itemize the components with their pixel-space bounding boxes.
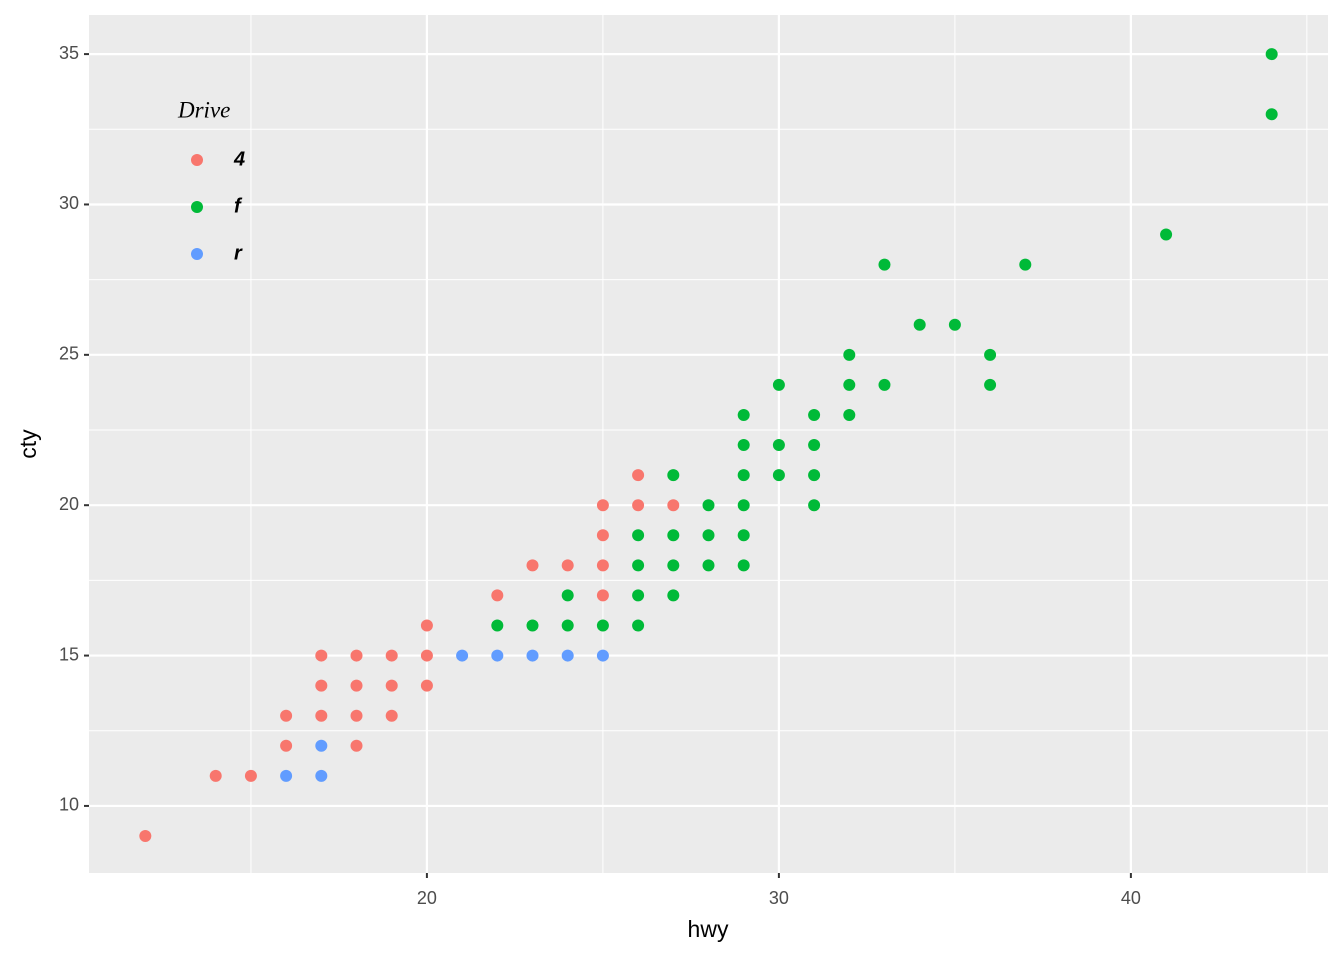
point <box>737 469 750 482</box>
legend-label: r <box>234 242 243 264</box>
point <box>315 769 328 782</box>
point <box>385 679 398 692</box>
y-tick-label: 25 <box>59 344 79 364</box>
point <box>984 348 997 361</box>
point <box>244 769 257 782</box>
point <box>667 589 680 602</box>
legend-key <box>191 201 203 213</box>
point <box>843 408 856 421</box>
point <box>561 559 574 572</box>
legend-label: f <box>234 195 243 217</box>
point <box>526 649 539 662</box>
point <box>561 619 574 632</box>
x-tick-label: 20 <box>417 888 437 908</box>
point <box>456 649 469 662</box>
point <box>526 619 539 632</box>
point <box>878 258 891 271</box>
legend-label: 4 <box>233 148 245 170</box>
point <box>1265 108 1278 121</box>
point <box>737 499 750 512</box>
point <box>420 679 433 692</box>
point <box>350 649 363 662</box>
point <box>350 709 363 722</box>
x-axis-title: hwy <box>688 916 729 942</box>
point <box>596 619 609 632</box>
point <box>772 378 785 391</box>
point <box>667 559 680 572</box>
point <box>139 830 152 843</box>
point <box>420 619 433 632</box>
y-tick-label: 20 <box>59 494 79 514</box>
point <box>420 649 433 662</box>
point <box>808 439 821 452</box>
point <box>843 378 856 391</box>
point <box>491 619 504 632</box>
point <box>702 559 715 572</box>
point <box>772 469 785 482</box>
x-tick-label: 30 <box>769 888 789 908</box>
point <box>315 709 328 722</box>
point <box>632 619 645 632</box>
point <box>315 649 328 662</box>
point <box>737 529 750 542</box>
point <box>948 318 961 331</box>
point <box>667 499 680 512</box>
point <box>772 439 785 452</box>
point <box>561 589 574 602</box>
point <box>667 529 680 542</box>
point <box>632 499 645 512</box>
point <box>667 469 680 482</box>
y-tick-label: 30 <box>59 193 79 213</box>
point <box>984 378 997 391</box>
point <box>1160 228 1173 241</box>
point <box>808 408 821 421</box>
y-tick-label: 35 <box>59 43 79 63</box>
point <box>209 769 222 782</box>
point <box>596 499 609 512</box>
point <box>1265 48 1278 61</box>
point <box>561 649 574 662</box>
legend-title: Drive <box>177 97 230 122</box>
legend-key <box>191 154 203 166</box>
point <box>596 649 609 662</box>
panel <box>89 15 1328 873</box>
point <box>280 769 293 782</box>
point <box>526 559 539 572</box>
point <box>702 529 715 542</box>
point <box>632 559 645 572</box>
y-tick-label: 15 <box>59 644 79 664</box>
y-axis-title: cty <box>15 429 41 459</box>
point <box>350 739 363 752</box>
point <box>1019 258 1032 271</box>
point <box>737 408 750 421</box>
legend-key <box>191 248 203 260</box>
point <box>737 439 750 452</box>
point <box>632 529 645 542</box>
point <box>315 739 328 752</box>
point <box>280 739 293 752</box>
point <box>280 709 293 722</box>
point <box>702 499 715 512</box>
point <box>913 318 926 331</box>
minor-grid <box>89 15 1328 873</box>
point <box>808 469 821 482</box>
point <box>491 649 504 662</box>
point <box>315 679 328 692</box>
point <box>385 649 398 662</box>
point <box>843 348 856 361</box>
point <box>596 559 609 572</box>
point <box>632 589 645 602</box>
point <box>350 679 363 692</box>
x-tick-label: 40 <box>1121 888 1141 908</box>
point <box>596 529 609 542</box>
point <box>632 469 645 482</box>
point <box>808 499 821 512</box>
point <box>491 589 504 602</box>
point <box>737 559 750 572</box>
point <box>878 378 891 391</box>
point <box>596 589 609 602</box>
y-tick-label: 10 <box>59 795 79 815</box>
point <box>385 709 398 722</box>
